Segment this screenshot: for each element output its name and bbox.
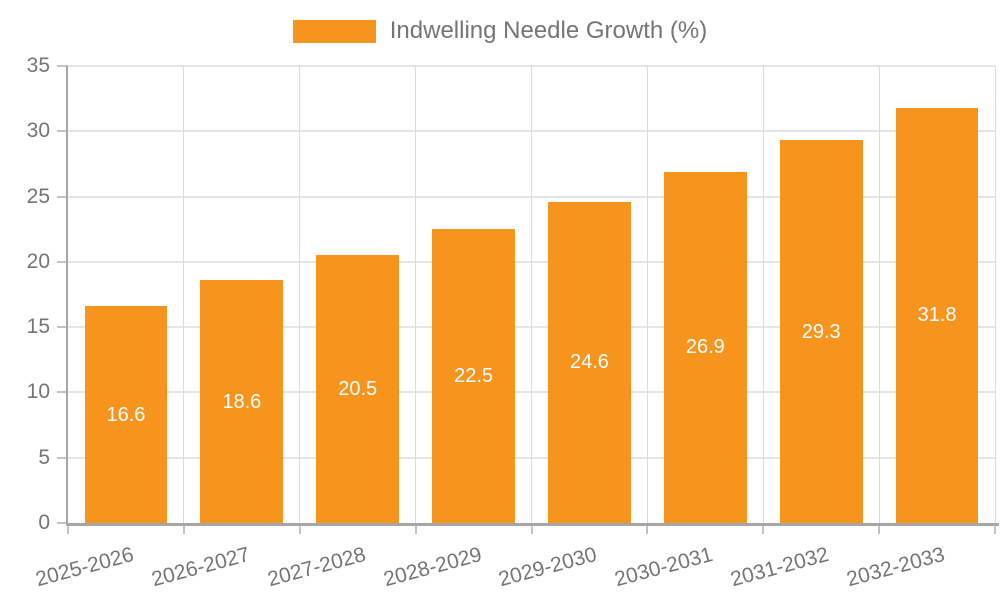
bar-value-label: 16.6 <box>106 403 146 426</box>
y-axis-tick <box>57 130 68 133</box>
x-axis-tick <box>414 523 417 534</box>
x-axis-tick <box>530 523 533 534</box>
v-gridline <box>299 66 301 523</box>
v-gridline <box>878 66 880 523</box>
y-tick-label: 30 <box>26 119 50 143</box>
y-tick-label: 5 <box>38 445 50 469</box>
bar-value-label: 31.8 <box>917 304 957 327</box>
y-axis-tick <box>57 456 68 459</box>
x-axis-tick <box>994 523 996 534</box>
y-axis-tick <box>57 260 68 263</box>
v-gridline <box>415 66 417 523</box>
v-gridline <box>183 66 185 523</box>
y-tick-label: 20 <box>26 249 50 273</box>
y-axis-tick <box>57 195 68 198</box>
x-axis-tick <box>762 523 765 534</box>
x-axis-tick <box>646 523 649 534</box>
y-tick-label: 10 <box>26 380 50 404</box>
y-axis-tick <box>57 391 68 394</box>
bar-value-label: 18.6 <box>222 390 262 413</box>
v-gridline <box>531 66 532 523</box>
bar <box>432 229 515 523</box>
bar <box>548 201 631 523</box>
y-axis-line <box>66 66 68 525</box>
v-gridline <box>994 66 996 523</box>
x-axis-tick <box>878 523 881 534</box>
y-tick-label: 25 <box>26 184 50 208</box>
bar-value-label: 24.6 <box>569 351 609 374</box>
x-axis-tick <box>182 523 185 534</box>
y-tick-label: 15 <box>26 315 50 339</box>
bar-value-label: 20.5 <box>338 378 378 401</box>
x-axis-tick <box>298 523 301 534</box>
bar <box>84 306 168 523</box>
bar-value-label: 22.5 <box>454 365 494 388</box>
y-axis-tick <box>57 65 68 67</box>
bar <box>200 280 284 523</box>
bar <box>663 171 747 523</box>
y-tick-label: 35 <box>26 54 50 77</box>
legend-item[interactable]: Indwelling Needle Growth (%) <box>0 17 1000 45</box>
y-axis-tick <box>57 326 68 329</box>
y-tick-label: 0 <box>38 511 50 534</box>
x-axis-tick <box>67 523 69 534</box>
x-axis-line <box>66 523 999 526</box>
v-gridline <box>646 66 648 523</box>
bar-value-label: 26.9 <box>685 336 725 359</box>
bar <box>895 107 979 523</box>
y-axis-tick <box>57 522 68 524</box>
bar <box>779 140 863 523</box>
legend-swatch <box>292 19 376 43</box>
bar-value-label: 29.3 <box>801 320 841 343</box>
v-gridline <box>762 66 764 523</box>
legend-label: Indwelling Needle Growth (%) <box>389 17 708 44</box>
bar <box>316 255 400 523</box>
